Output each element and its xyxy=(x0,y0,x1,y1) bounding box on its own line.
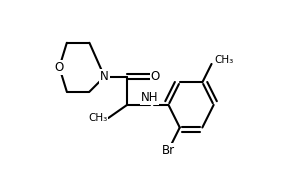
Text: O: O xyxy=(151,70,160,83)
Text: NH: NH xyxy=(141,91,158,104)
Text: CH₃: CH₃ xyxy=(215,55,234,65)
Text: Br: Br xyxy=(162,144,175,157)
Text: O: O xyxy=(55,61,64,74)
Text: CH₃: CH₃ xyxy=(88,113,107,123)
Text: N: N xyxy=(100,70,109,83)
